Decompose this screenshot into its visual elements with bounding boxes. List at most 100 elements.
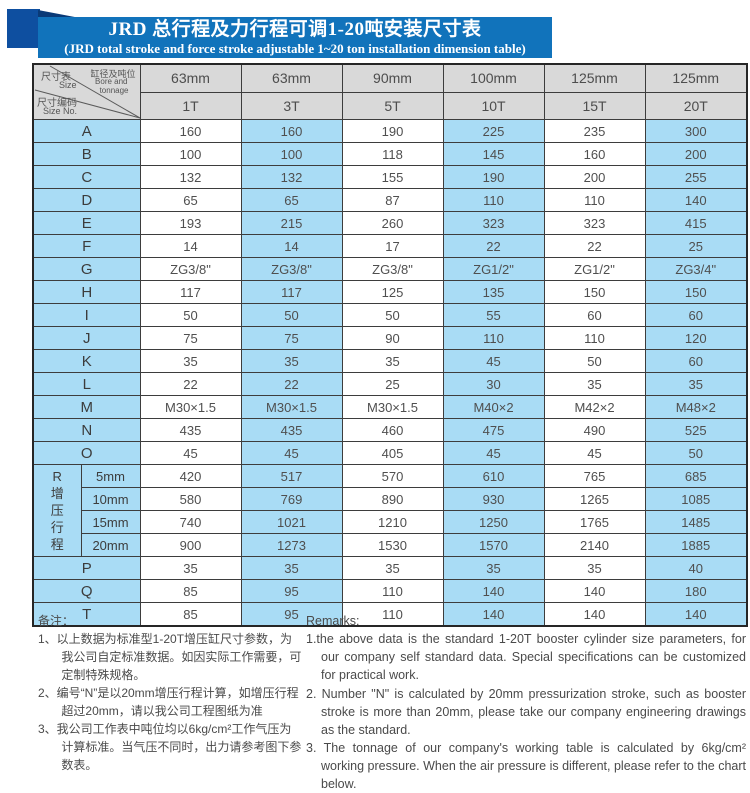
table-row: L 22 22 25 30 35 35 bbox=[32, 372, 748, 396]
table-cell: 75 bbox=[240, 326, 343, 350]
table-cell: 118 bbox=[341, 142, 444, 166]
table-cell: 323 bbox=[442, 211, 545, 235]
table-cell: 193 bbox=[139, 211, 242, 235]
row-label-cell: B bbox=[32, 142, 141, 166]
corner-header-cell: 尺寸表 Size 缸径及吨位 Bore and tonnage 尺寸编码 Siz… bbox=[32, 63, 141, 120]
table-cell: 50 bbox=[644, 441, 748, 465]
bore-header-cell: 63mm bbox=[139, 63, 242, 93]
table-cell: 570 bbox=[341, 464, 444, 488]
table-cell: ZG3/8" bbox=[240, 257, 343, 281]
table-cell: 35 bbox=[240, 349, 343, 373]
table-cell: 55 bbox=[442, 303, 545, 327]
table-row: T 85 95 110 140 140 140 bbox=[32, 602, 748, 627]
table-cell: 140 bbox=[442, 579, 545, 603]
table-cell: 22 bbox=[240, 372, 343, 396]
table-cell: 255 bbox=[644, 165, 748, 189]
bore-header-cell: 125mm bbox=[543, 63, 646, 93]
table-cell: 685 bbox=[644, 464, 748, 488]
table-row: B 100 100 118 145 160 200 bbox=[32, 142, 748, 166]
table-cell: 40 bbox=[644, 556, 748, 580]
table-cell: 65 bbox=[139, 188, 242, 212]
table-cell: 30 bbox=[442, 372, 545, 396]
table-cell: 90 bbox=[341, 326, 444, 350]
table-cell: M40×2 bbox=[442, 395, 545, 419]
table-cell: 132 bbox=[240, 165, 343, 189]
table-cell: 525 bbox=[644, 418, 748, 442]
table-cell: 110 bbox=[442, 188, 545, 212]
table-cell: 100 bbox=[139, 142, 242, 166]
row-label-cell: E bbox=[32, 211, 141, 235]
group-label-char: 压 bbox=[50, 503, 64, 518]
table-cell: 215 bbox=[240, 211, 343, 235]
table-cell: 35 bbox=[139, 556, 242, 580]
table-row: P 35 35 35 35 35 40 bbox=[32, 556, 748, 580]
row-label-cell: G bbox=[32, 257, 141, 281]
row-label-cell: C bbox=[32, 165, 141, 189]
table-cell: 160 bbox=[543, 142, 646, 166]
table-cell: 580 bbox=[139, 487, 242, 511]
table-cell: 14 bbox=[240, 234, 343, 258]
table-cell: 45 bbox=[240, 441, 343, 465]
table-cell: ZG1/2" bbox=[442, 257, 545, 281]
table-cell: 160 bbox=[139, 119, 242, 143]
table-row: E 193 215 260 323 323 415 bbox=[32, 211, 748, 235]
table-cell: 1530 bbox=[341, 533, 444, 557]
corner-bore-label-en-line2: tonnage bbox=[99, 86, 129, 95]
table-cell: 140 bbox=[543, 602, 646, 627]
table-cell: 1085 bbox=[644, 487, 748, 511]
table-cell: 117 bbox=[240, 280, 343, 304]
table-row: K 35 35 35 45 50 60 bbox=[32, 349, 748, 373]
table-cell: 1885 bbox=[644, 533, 748, 557]
table-cell: 225 bbox=[442, 119, 545, 143]
table-cell: 1273 bbox=[240, 533, 343, 557]
table-cell: 35 bbox=[341, 556, 444, 580]
table-cell: 160 bbox=[240, 119, 343, 143]
table-cell: 35 bbox=[442, 556, 545, 580]
table-cell: M30×1.5 bbox=[240, 395, 343, 419]
table-cell: 890 bbox=[341, 487, 444, 511]
table-cell: 65 bbox=[240, 188, 343, 212]
note-item: 3. The tonnage of our company's working … bbox=[306, 740, 746, 792]
table-cell: ZG1/2" bbox=[543, 257, 646, 281]
tonnage-header-row: 1T 3T 5T 10T 15T 20T bbox=[33, 91, 748, 120]
table-cell: 35 bbox=[644, 372, 748, 396]
table-cell: 45 bbox=[442, 441, 545, 465]
dimension-table: 尺寸表 Size 缸径及吨位 Bore and tonnage 尺寸编码 Siz… bbox=[32, 63, 748, 627]
corner-diagonal-lines bbox=[34, 65, 139, 119]
row-label-cell: I bbox=[32, 303, 141, 327]
table-row: N 435 435 460 475 490 525 bbox=[32, 418, 748, 442]
table-cell: 17 bbox=[341, 234, 444, 258]
table-cell: 145 bbox=[442, 142, 545, 166]
table-cell: 1265 bbox=[543, 487, 646, 511]
table-cell: ZG3/8" bbox=[341, 257, 444, 281]
table-cell: 22 bbox=[543, 234, 646, 258]
table-cell: 150 bbox=[644, 280, 748, 304]
table-cell: 235 bbox=[543, 119, 646, 143]
table-cell: 930 bbox=[442, 487, 545, 511]
sub-row-label-cell: 10mm bbox=[80, 487, 141, 511]
corner-code-label-en: Size No. bbox=[43, 106, 78, 116]
table-cell: 45 bbox=[442, 349, 545, 373]
table-cell: 140 bbox=[644, 602, 748, 627]
title-banner: JRD 总行程及力行程可调1-20吨安装尺寸表 (JRD total strok… bbox=[38, 17, 552, 58]
table-cell: 740 bbox=[139, 510, 242, 534]
table-cell: 120 bbox=[644, 326, 748, 350]
table-cell: 415 bbox=[644, 211, 748, 235]
table-cell: M42×2 bbox=[543, 395, 646, 419]
table-cell: 140 bbox=[442, 602, 545, 627]
table-cell: 490 bbox=[543, 418, 646, 442]
row-label-cell: T bbox=[32, 602, 141, 627]
table-cell: 60 bbox=[644, 303, 748, 327]
note-item: 1.the above data is the standard 1-20T b… bbox=[306, 632, 746, 683]
table-cell: 323 bbox=[543, 211, 646, 235]
table-cell: 22 bbox=[139, 372, 242, 396]
table-cell: 60 bbox=[543, 303, 646, 327]
notes-english: Remarks: 1.the above data is the standar… bbox=[306, 612, 746, 793]
table-cell: 50 bbox=[240, 303, 343, 327]
corner-size-label-zh: 尺寸表 bbox=[41, 72, 71, 83]
table-cell: 900 bbox=[139, 533, 242, 557]
notes-chinese: 备注： 1、以上数据为标准型1-20T增压缸尺寸参数，为我公司自定标准数据。如因… bbox=[38, 612, 302, 774]
table-row: 20mm 900 1273 1530 1570 2140 1885 bbox=[33, 533, 748, 557]
notes-english-heading: Remarks: bbox=[306, 614, 360, 628]
note-item: 2. Number "N" is calculated by 20mm pres… bbox=[306, 686, 746, 737]
